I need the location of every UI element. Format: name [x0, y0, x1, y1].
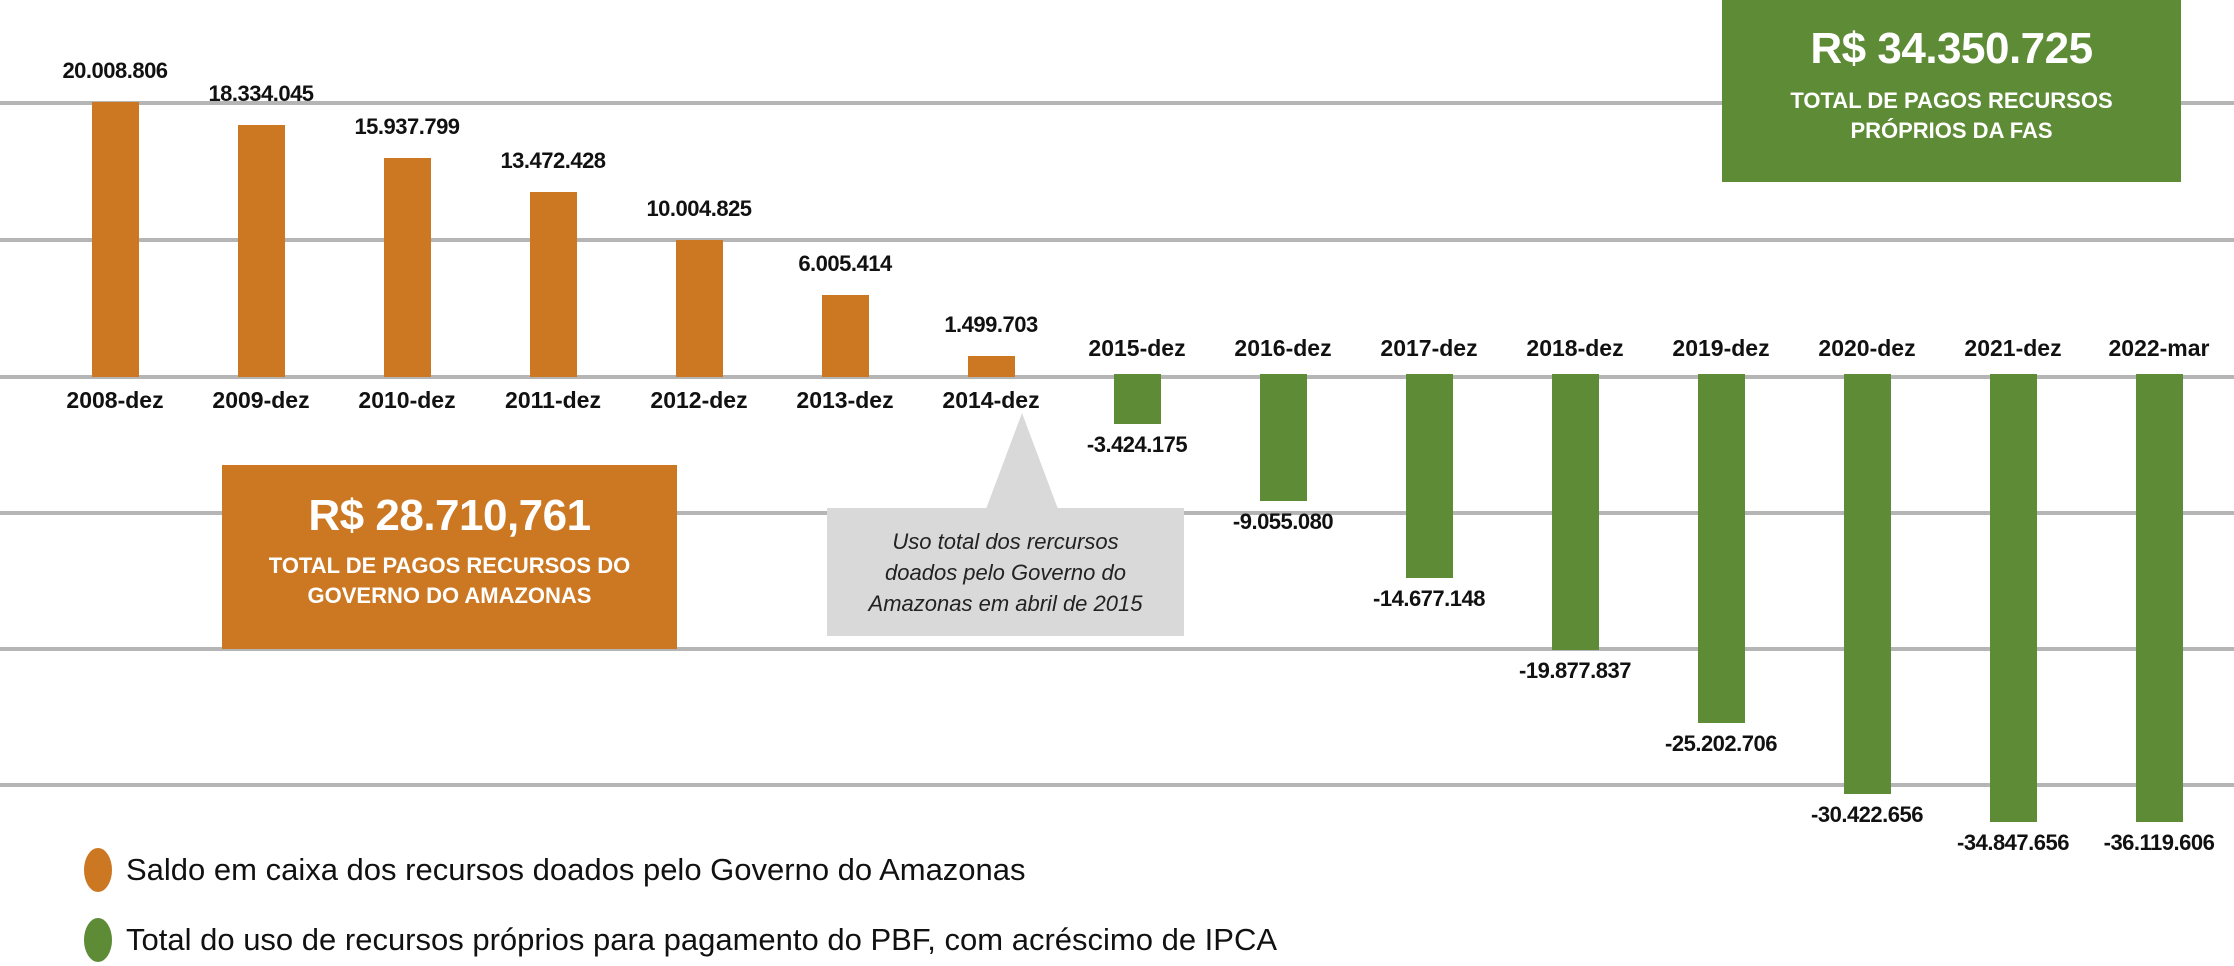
category-label: 2008-dez: [66, 387, 164, 413]
bar-value-label: 15.937.799: [354, 114, 460, 140]
total-governo-amazonas-box: R$ 28.710,761 TOTAL DE PAGOS RECURSOS DO…: [222, 465, 677, 649]
bar-2021-dez: [1990, 374, 2037, 822]
legend-orange-dot-icon: [84, 848, 112, 892]
category-label: 2020-dez: [1818, 335, 1916, 361]
bar-2016-dez: [1260, 374, 1307, 502]
total-caption: PRÓPRIOS DA FAS: [1850, 118, 2053, 143]
bar-value-label: -34.847.656: [1957, 830, 2069, 855]
bar-2019-dez: [1698, 374, 1745, 723]
bar-value-label: 6.005.414: [798, 250, 892, 276]
bar-value-label: 20.008.806: [62, 58, 168, 84]
total-caption: TOTAL DE PAGOS RECURSOS DO: [268, 553, 631, 578]
gridline: [0, 101, 2234, 105]
gridline: [0, 783, 2234, 787]
bar-2018-dez: [1552, 374, 1599, 650]
category-label: 2011-dez: [505, 387, 601, 413]
legend-item-uso: Total do uso de recursos próprios para p…: [84, 918, 1277, 962]
total-amount: R$ 28.710,761: [308, 491, 591, 540]
category-label: 2009-dez: [212, 387, 310, 413]
category-label: 2018-dez: [1526, 335, 1624, 361]
callout-pointer: [986, 413, 1058, 509]
gridline: [0, 647, 2234, 651]
category-label: 2019-dez: [1672, 335, 1770, 361]
bar-value-label: -14.677.148: [1373, 586, 1485, 612]
bar-2010-dez: [384, 158, 431, 377]
bar-value-label: -19.877.837: [1519, 657, 1631, 683]
bar-2011-dez: [530, 192, 577, 377]
bar-2017-dez: [1406, 374, 1453, 579]
bar-2009-dez: [238, 125, 285, 377]
bar-2020-dez: [1844, 374, 1891, 795]
legend-label: Saldo em caixa dos recursos doados pelo …: [126, 852, 1026, 887]
legend-label: Total do uso de recursos próprios para p…: [126, 922, 1278, 957]
category-label: 2013-dez: [796, 387, 894, 413]
category-label: 2021-dez: [1964, 335, 2062, 361]
bar-2014-dez: [968, 356, 1015, 377]
bar-2012-dez: [676, 239, 723, 377]
category-label: 2017-dez: [1380, 335, 1478, 361]
bar-value-label: -9.055.080: [1232, 509, 1334, 535]
bar-2022-mar: [2136, 374, 2183, 822]
bar-value-label: 10.004.825: [646, 195, 752, 221]
bar-2013-dez: [822, 294, 869, 377]
category-label: 2022-mar: [2108, 335, 2210, 361]
total-fas-box: R$ 34.350.725 TOTAL DE PAGOS RECURSOS PR…: [1722, 0, 2181, 182]
bar-value-label: -30.422.656: [1811, 802, 1923, 828]
legend-item-saldo: Saldo em caixa dos recursos doados pelo …: [84, 848, 1026, 892]
bar-value-label: -25.202.706: [1665, 730, 1777, 756]
bar-value-label: -3.424.175: [1086, 431, 1188, 457]
category-label: 2014-dez: [942, 387, 1040, 413]
callout-line: Amazonas em abril de 2015: [868, 591, 1143, 616]
bar-value-label: 18.334.045: [208, 81, 314, 107]
total-amount: R$ 34.350.725: [1810, 24, 2093, 73]
bar-value-label: 1.499.703: [944, 312, 1038, 338]
category-label: 2016-dez: [1234, 335, 1332, 361]
bar-value-label: 13.472.428: [500, 148, 606, 174]
category-label: 2010-dez: [358, 387, 456, 413]
callout-april-2015: Uso total dos rercursos doados pelo Gove…: [827, 508, 1184, 636]
gridline: [0, 238, 2234, 242]
bar-value-label: -36.119.606: [2103, 830, 2215, 855]
legend-green-dot-icon: [84, 918, 112, 962]
callout-line: Uso total dos rercursos: [892, 529, 1119, 554]
category-label: 2012-dez: [650, 387, 748, 413]
total-caption: TOTAL DE PAGOS RECURSOS: [1790, 88, 2113, 113]
bar-2008-dez: [92, 102, 139, 377]
callout-line: doados pelo Governo do: [885, 560, 1126, 585]
total-caption: GOVERNO DO AMAZONAS: [307, 583, 592, 608]
bar-2015-dez: [1114, 374, 1161, 424]
category-label: 2015-dez: [1088, 335, 1186, 361]
